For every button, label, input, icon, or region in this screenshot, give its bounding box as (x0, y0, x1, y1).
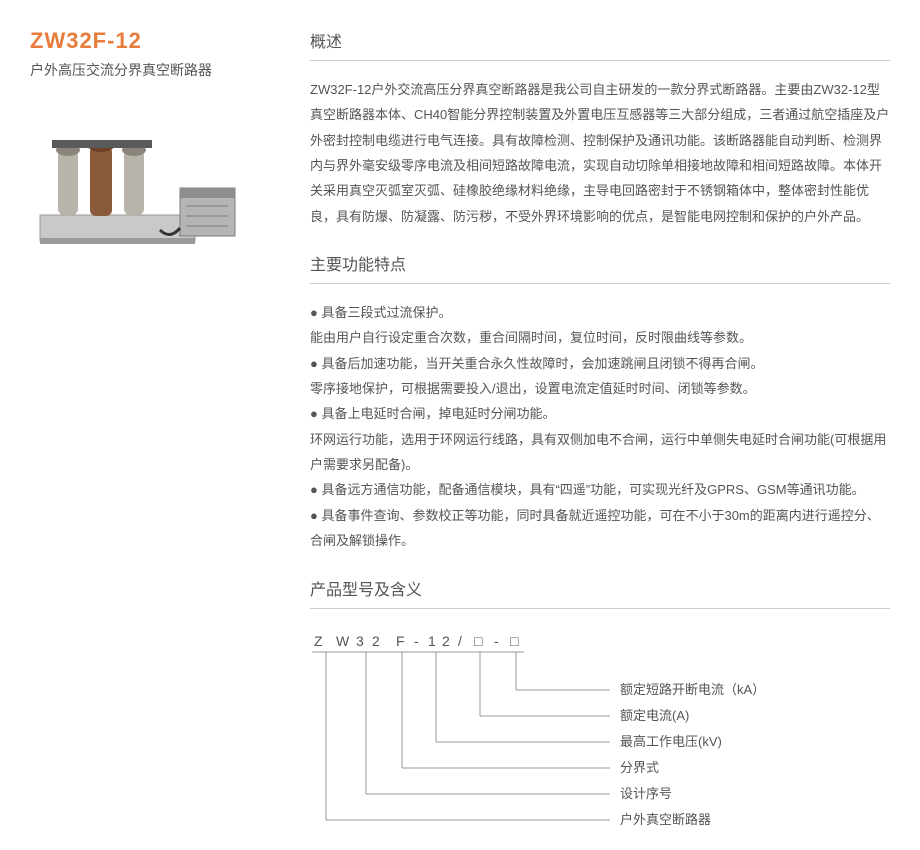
model-label: 户外真空断路器 (620, 812, 711, 827)
model-char: 2 (372, 633, 380, 649)
divider (310, 608, 890, 609)
model-char: 3 (356, 633, 364, 649)
model-char: / (458, 633, 462, 649)
product-code: ZW32F-12 (30, 28, 290, 54)
model-label: 额定电流(A) (620, 708, 689, 723)
model-title: 产品型号及含义 (310, 576, 890, 600)
features-list: ● 具备三段式过流保护。能由用户自行设定重合次数，重合间隔时间，复位时间，反时限… (310, 300, 890, 553)
feature-item: ● 具备后加速功能，当开关重合永久性故障时，会加速跳闸且闭锁不得再合闸。 (310, 351, 890, 376)
model-char: 2 (442, 633, 450, 649)
model-char: 1 (428, 633, 436, 649)
feature-item: ● 具备事件查询、参数校正等功能，同时具备就近遥控功能，可在不小于30m的距离内… (310, 503, 890, 554)
feature-item: 环网运行功能，选用于环网运行线路，具有双侧加电不合闸，运行中单侧失电延时合闸功能… (310, 427, 890, 478)
model-diagram: ZW32F-12/□-□额定短路开断电流（kA）额定电流(A)最高工作电压(kV… (310, 625, 890, 850)
model-label: 设计序号 (620, 786, 672, 801)
overview-text: ZW32F-12户外交流高压分界真空断路器是我公司自主研发的一款分界式断路器。主… (310, 77, 890, 229)
model-char: W (336, 633, 350, 649)
model-label: 额定短路开断电流（kA） (620, 682, 765, 697)
right-column: 概述 ZW32F-12户外交流高压分界真空断路器是我公司自主研发的一款分界式断路… (290, 28, 890, 818)
model-char: F (396, 633, 405, 649)
model-label: 分界式 (620, 760, 659, 775)
model-char: □ (474, 633, 483, 649)
model-char: Z (314, 633, 323, 649)
model-char: □ (510, 633, 519, 649)
product-subtitle: 户外高压交流分界真空断路器 (30, 60, 290, 80)
divider (310, 60, 890, 61)
overview-title: 概述 (310, 28, 890, 52)
features-title: 主要功能特点 (310, 251, 890, 275)
feature-item: 能由用户自行设定重合次数，重合间隔时间，复位时间，反时限曲线等参数。 (310, 325, 890, 350)
left-column: ZW32F-12 户外高压交流分界真空断路器 (30, 28, 290, 818)
divider (310, 283, 890, 284)
feature-item: ● 具备上电延时合闸，掉电延时分闸功能。 (310, 401, 890, 426)
model-char: - (414, 633, 419, 649)
model-char: - (494, 633, 499, 649)
feature-item: 零序接地保护，可根据需要投入/退出，设置电流定值延时时间、闭锁等参数。 (310, 376, 890, 401)
model-label: 最高工作电压(kV) (620, 734, 722, 749)
product-image (30, 110, 250, 260)
feature-item: ● 具备远方通信功能，配备通信模块，具有“四遥”功能，可实现光纤及GPRS、GS… (310, 477, 890, 502)
feature-item: ● 具备三段式过流保护。 (310, 300, 890, 325)
